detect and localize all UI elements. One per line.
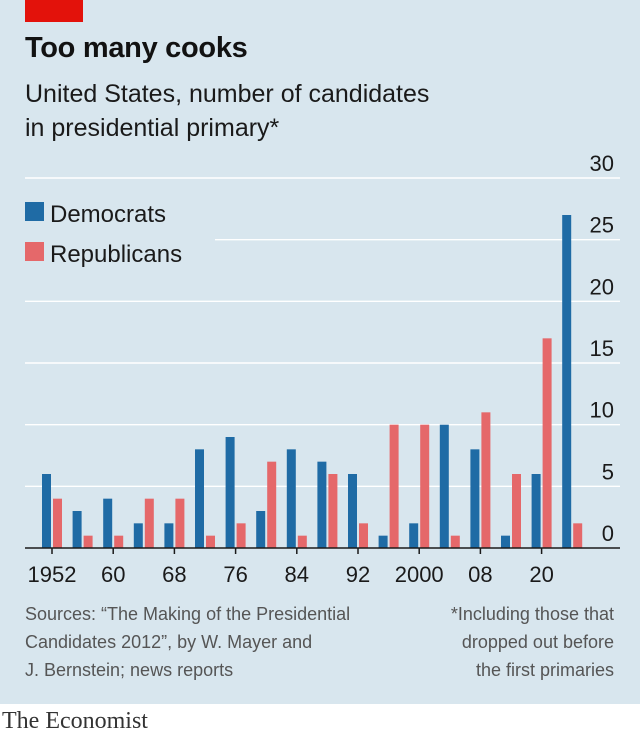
bar-republicans (512, 474, 521, 548)
bar-republicans (542, 338, 552, 548)
bar-democrats (133, 523, 143, 548)
x-tick-label: 84 (285, 562, 309, 587)
x-tick-label: 92 (346, 562, 370, 587)
bar-democrats (195, 449, 204, 548)
bar-republicans (328, 474, 338, 548)
x-tick-label: 08 (468, 562, 492, 587)
source-line: J. Bernstein; news reports (25, 660, 234, 680)
bar-democrats (72, 511, 82, 548)
bar-republicans (175, 498, 185, 548)
y-tick-label: 5 (602, 459, 614, 484)
y-tick-label: 30 (590, 151, 614, 176)
chart-subtitle-line2: in presidential primary* (25, 114, 280, 142)
bar-republicans (83, 535, 93, 548)
bar-democrats (501, 535, 510, 548)
bar-democrats (103, 498, 113, 548)
bar-democrats (317, 461, 327, 548)
footnote: *Including those that dropped out before… (404, 600, 614, 684)
bar-democrats (164, 523, 174, 548)
y-tick-label: 25 (590, 213, 614, 238)
bar-democrats (286, 449, 296, 548)
chart-card (0, 0, 640, 704)
bar-democrats (562, 215, 572, 548)
x-tick-label: 20 (529, 562, 553, 587)
bar-republicans (359, 523, 368, 548)
source-note: Sources: “The Making of the Presidential… (25, 600, 405, 684)
bar-republicans (53, 498, 62, 548)
bar-democrats (225, 437, 235, 548)
source-line: Candidates 2012”, by W. Mayer and (25, 632, 313, 652)
bar-republicans (144, 498, 154, 548)
bar-republicans (114, 535, 124, 548)
bar-democrats (470, 449, 480, 548)
chart-title: Too many cooks (25, 32, 248, 64)
footnote-line: dropped out before (461, 632, 614, 652)
bar-republicans (206, 535, 215, 548)
legend-label: Republicans (50, 241, 182, 268)
bar-democrats (256, 511, 266, 548)
x-tick-label: 76 (223, 562, 247, 587)
bar-republicans (450, 535, 460, 548)
bar-republicans (481, 412, 491, 548)
bar-democrats (439, 424, 449, 548)
bar-democrats (409, 523, 419, 548)
x-tick-label: 60 (101, 562, 125, 587)
y-tick-label: 0 (602, 521, 614, 546)
y-tick-label: 15 (590, 336, 614, 361)
bar-republicans (297, 535, 307, 548)
x-tick-label: 2000 (395, 562, 444, 587)
bar-democrats (531, 474, 541, 548)
y-tick-label: 20 (590, 274, 614, 299)
bar-republicans (236, 523, 246, 548)
bar-republicans (267, 461, 277, 548)
brand-red-tag (25, 0, 83, 22)
bar-republicans (420, 424, 430, 548)
legend-swatch (25, 242, 44, 261)
bar-chart: 0 5 10 15 20 25 30 1952 60 68 76 84 92 2000 08 20 Democr… (25, 151, 620, 587)
legend-label: Democrats (50, 201, 166, 228)
bar-republicans (573, 523, 583, 548)
footnote-line: the first primaries (475, 660, 614, 680)
bar-democrats (42, 474, 51, 548)
x-tick-label: 68 (162, 562, 186, 587)
footnote-line: *Including those that (450, 604, 614, 624)
source-line: Sources: “The Making of the Presidential (25, 604, 351, 624)
chart-subtitle-line1: United States, number of candidates (25, 80, 430, 108)
x-tick-label: 1952 (28, 562, 77, 587)
bar-republicans (389, 424, 399, 548)
economist-logo: The Economist (2, 708, 148, 734)
bar-democrats (378, 535, 388, 548)
bar-democrats (348, 474, 357, 548)
legend-swatch (25, 202, 44, 221)
y-tick-label: 10 (590, 398, 614, 423)
